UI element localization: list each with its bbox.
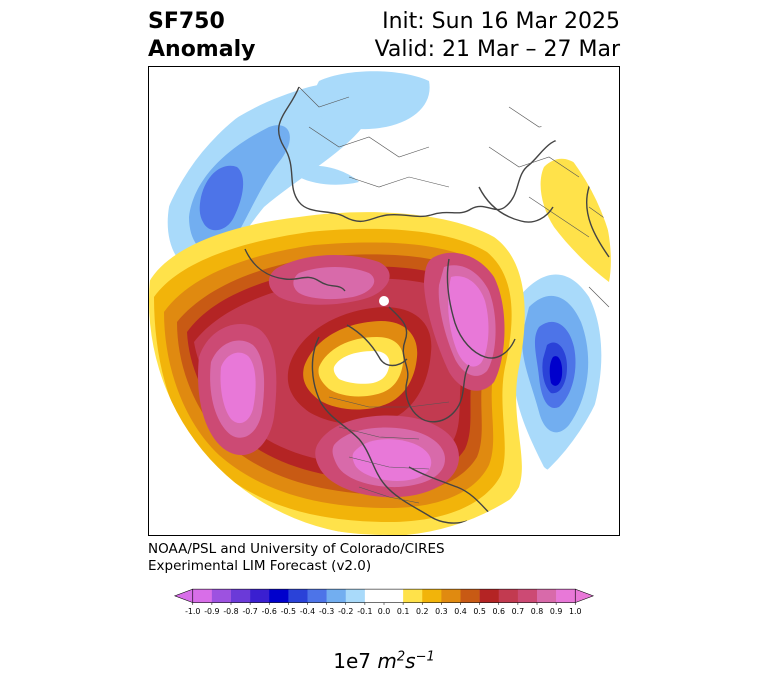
colorbar-box <box>345 589 366 603</box>
colorbar-boxes <box>192 589 576 603</box>
colorbar-tick-label: 1.0 <box>569 607 582 616</box>
colorbar-box <box>441 589 461 603</box>
colorbar-tick-label: -0.8 <box>223 607 238 616</box>
colorbar-tick-label: -0.6 <box>262 607 277 616</box>
north-pole-marker <box>379 296 389 306</box>
colorbar-box <box>364 589 385 603</box>
negative-anomaly-northwest <box>167 71 430 267</box>
positive-centre-north-ring <box>268 255 390 305</box>
colorbar-tick-label: -0.2 <box>338 607 353 616</box>
colorbar-tick-label: -0.3 <box>319 607 334 616</box>
coastlines <box>244 86 610 529</box>
colorbar-box <box>517 589 538 603</box>
colorbar-box <box>498 589 519 603</box>
colorbar-box <box>556 589 576 603</box>
positive-centre-atlantic <box>424 252 505 391</box>
colorbar-tick-label: -0.5 <box>281 607 296 616</box>
colorbar-box <box>269 589 289 603</box>
anomaly-field <box>149 67 619 535</box>
colorbar-box <box>307 589 327 603</box>
colorbar-box <box>479 589 500 603</box>
colorbar-tick-label: 0.7 <box>512 607 525 616</box>
map-title-right: Init: Sun 16 Mar 2025 Valid: 21 Mar – 27… <box>375 8 620 64</box>
init-date: Init: Sun 16 Mar 2025 <box>382 9 620 34</box>
colorbar-box <box>537 589 557 603</box>
colorbar-tick-label: 0.0 <box>378 607 391 616</box>
colorbar: -1.0 -0.9 -0.8 -0.7 -0.6 -0.5 -0.4 -0.3 -0.2 -0.1… <box>173 588 595 616</box>
colorbar-tick-label: 0.8 <box>531 607 544 616</box>
colorbar-tick-label: 0.9 <box>550 607 563 616</box>
map-title-left: SF750 Anomaly <box>148 8 255 64</box>
valid-range: Valid: 21 Mar – 27 Mar <box>374 37 620 62</box>
credit-line-1: NOAA/PSL and University of Colorado/CIRE… <box>148 541 445 557</box>
unit-prefix: 1e7 <box>333 649 372 673</box>
colorbar-ticks: -1.0 -0.9 -0.8 -0.7 -0.6 -0.5 -0.4 -0.3 -0.2 -0.1… <box>185 602 582 616</box>
colorbar-box <box>288 589 308 603</box>
map-canvas <box>149 67 619 535</box>
colorbar-tick-label: 0.4 <box>454 607 467 616</box>
colorbar-tick-label: -0.9 <box>204 607 219 616</box>
colorbar-tick-label: -0.4 <box>300 607 315 616</box>
colorbar-tick-label: -1.0 <box>185 607 200 616</box>
colorbar-box <box>422 589 442 603</box>
colorbar-tick-label: -0.1 <box>357 607 372 616</box>
positive-centre-america <box>315 415 459 498</box>
colorbar-box <box>326 589 347 603</box>
polar-stereographic-map <box>148 66 620 536</box>
quantity-name: Anomaly <box>148 37 256 62</box>
unit-s: s <box>405 649 416 673</box>
colorbar-box <box>211 589 232 603</box>
colorbar-tick-label: 0.3 <box>435 607 448 616</box>
colorbar-extend-low <box>173 588 194 604</box>
colorbar-box <box>384 589 404 603</box>
colorbar-box <box>460 589 480 603</box>
colorbar-tick-label: -0.7 <box>242 607 257 616</box>
colorbar-tick-label: 0.5 <box>473 607 486 616</box>
credit-line-2: Experimental LIM Forecast (v2.0) <box>148 558 372 574</box>
colorbar-tick-label: 0.1 <box>397 607 410 616</box>
variable-name: SF750 <box>148 9 225 34</box>
unit-s-exponent: −1 <box>415 649 435 665</box>
negative-anomaly-east <box>513 274 602 471</box>
colorbar-tick-label: 0.6 <box>493 607 506 616</box>
colorbar-box <box>403 589 423 603</box>
colorbar-box <box>192 589 213 603</box>
colorbar-tick-label: 0.2 <box>416 607 429 616</box>
unit-m: m <box>377 649 397 673</box>
colorbar-extend-high <box>574 588 595 604</box>
colorbar-unit-label: 1e7 m2s−1 <box>0 649 768 673</box>
colorbar-box <box>250 589 270 603</box>
positive-centre-pacific <box>198 324 277 456</box>
colorbar-box <box>231 589 251 603</box>
unit-m-exponent: 2 <box>396 649 406 665</box>
credit-text: NOAA/PSL and University of Colorado/CIRE… <box>148 541 445 575</box>
